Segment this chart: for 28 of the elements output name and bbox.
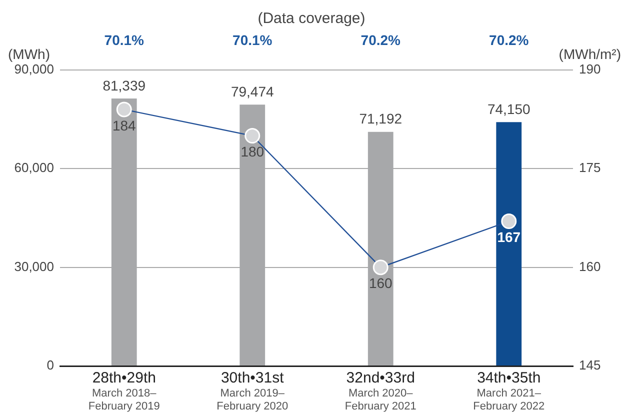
y2-tick-label: 190 bbox=[579, 62, 601, 77]
y-tick-label: 60,000 bbox=[14, 160, 54, 176]
bar bbox=[496, 122, 522, 366]
y2-tick-label: 175 bbox=[579, 160, 601, 176]
data-label: 180 bbox=[240, 144, 264, 160]
y2-tick-label: 145 bbox=[579, 358, 601, 373]
x-tick-label: 28th•29th March 2018– February 2019 bbox=[88, 370, 160, 413]
text: 70.2% bbox=[360, 32, 402, 48]
data-label: 71,192 bbox=[359, 110, 402, 127]
y-axis-title: (MWh) bbox=[8, 46, 50, 62]
x-tick-label: 32nd•33rd March 2020– February 2021 bbox=[344, 370, 416, 413]
text: 70.1% bbox=[232, 32, 273, 48]
data-label: 79,474 bbox=[230, 83, 274, 100]
y-tick-label: 0 bbox=[46, 358, 54, 373]
y2-tick-label: 160 bbox=[579, 258, 601, 274]
data-label: 81,339 bbox=[102, 77, 146, 94]
y2-axis-title: (MWh/m²) bbox=[558, 46, 621, 62]
text: (Data coverage) bbox=[258, 10, 366, 28]
text: 70.2% bbox=[489, 32, 530, 48]
data-label: 184 bbox=[112, 117, 136, 134]
text: 70.1% bbox=[104, 32, 145, 48]
data-label: 160 bbox=[368, 275, 393, 292]
data-label: 74,150 bbox=[487, 100, 530, 117]
data-label: 167 bbox=[497, 229, 521, 246]
y-tick-label: 90,000 bbox=[14, 62, 54, 77]
x-tick-label: 30th•31st March 2019– February 2020 bbox=[216, 370, 288, 413]
x-tick-label: 34th•35th March 2021– February 2022 bbox=[473, 370, 545, 413]
y-tick-label: 30,000 bbox=[14, 258, 54, 274]
